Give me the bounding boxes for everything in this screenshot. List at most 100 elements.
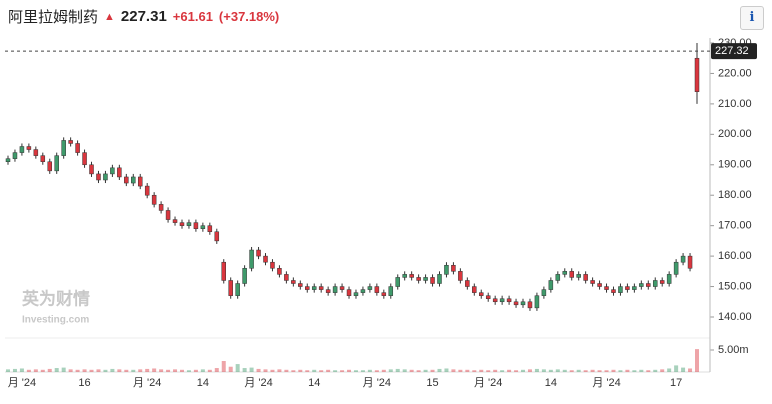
candle-body — [618, 286, 623, 293]
volume-bar — [26, 369, 31, 372]
volume-bar — [590, 369, 595, 372]
x-tick-label: 月 '24 — [8, 377, 36, 389]
info-button[interactable]: i — [740, 6, 764, 30]
candle-body — [360, 289, 366, 293]
volume-bar — [437, 368, 442, 372]
volume-bar — [639, 369, 644, 372]
candle-body — [249, 249, 254, 269]
candle-body — [590, 280, 595, 284]
volume-bar — [562, 369, 567, 372]
candle-body — [117, 167, 122, 178]
volume-bar — [388, 369, 393, 372]
candle-body — [12, 152, 18, 159]
candle-body — [485, 295, 491, 299]
volume-bar — [138, 369, 143, 372]
volume-bar — [430, 369, 435, 372]
candle-body — [388, 286, 394, 296]
y-tick-label: 210.00 — [718, 98, 752, 110]
volume-bar — [19, 368, 24, 372]
candle-body — [144, 185, 150, 196]
candle-body — [562, 271, 568, 275]
volume-bar — [117, 369, 122, 372]
candle-body — [242, 268, 247, 284]
volume-bar — [569, 370, 574, 372]
candle-body — [207, 225, 213, 233]
candle-body — [19, 146, 25, 153]
volume-bar — [653, 369, 658, 372]
instrument-name: 阿里拉姆制药 — [8, 9, 99, 26]
volume-bar — [12, 368, 17, 372]
candle-body — [604, 286, 609, 290]
volume-bar — [96, 369, 101, 372]
volume-bar — [256, 368, 261, 372]
candle-body — [437, 274, 442, 284]
volume-bar — [423, 369, 428, 372]
candle-body — [179, 222, 185, 226]
volume-bar — [277, 369, 282, 372]
volume-bar — [159, 369, 164, 372]
candle-body — [423, 277, 428, 281]
volume-bar — [576, 369, 581, 372]
volume-bar — [186, 370, 191, 372]
volume-bar — [555, 369, 560, 372]
candle-body — [569, 271, 574, 278]
volume-bar — [166, 369, 171, 372]
candle-body — [625, 286, 630, 290]
candle-body — [680, 255, 686, 263]
volume-bar — [465, 369, 470, 372]
volume-bar — [249, 367, 254, 372]
candle-body — [200, 225, 206, 229]
volume-bar — [402, 369, 407, 372]
candle-body — [332, 286, 338, 293]
y-tick-label: 150.00 — [718, 280, 752, 292]
last-price-label: 227.32 — [715, 45, 749, 57]
volume-bar — [367, 369, 372, 372]
x-tick-label: 17 — [670, 377, 682, 389]
volume-bar — [68, 369, 73, 372]
candle-body — [68, 140, 73, 144]
candle-body — [214, 231, 220, 242]
candle-body — [652, 280, 658, 287]
y-tick-label: 200.00 — [718, 128, 752, 140]
volume-bar — [54, 368, 59, 372]
candle-body — [96, 173, 101, 181]
candle-body — [465, 280, 470, 287]
candle-body — [548, 280, 554, 290]
x-tick-label: 月 '24 — [133, 377, 161, 389]
candle-body — [492, 298, 498, 303]
volume-bar — [625, 369, 630, 372]
volume-bar — [451, 369, 456, 372]
y-tick-label: 220.00 — [718, 67, 752, 79]
volume-bar — [604, 370, 609, 372]
volume-bar — [667, 368, 672, 372]
volume-bar — [228, 366, 233, 372]
candle-body — [165, 210, 171, 220]
candle-body — [193, 222, 199, 229]
candle-body — [353, 292, 359, 296]
candle-body — [555, 274, 561, 281]
volume-bar — [110, 368, 115, 372]
candle-body — [694, 57, 700, 92]
x-tick-label: 14 — [545, 377, 557, 389]
volume-bar — [347, 369, 352, 372]
volume-bar — [131, 369, 136, 372]
volume-bar — [416, 370, 421, 372]
candle-body — [395, 277, 400, 287]
candle-body — [110, 167, 115, 175]
candle-body — [137, 176, 143, 187]
x-tick-label: 14 — [308, 377, 320, 389]
volume-bar — [326, 369, 331, 372]
candle-body — [639, 283, 644, 287]
candle-body — [5, 158, 11, 162]
candle-body — [298, 283, 303, 287]
candle-body — [40, 155, 46, 162]
candle-body — [291, 280, 296, 284]
volume-bar — [89, 369, 94, 372]
volume-bar — [103, 369, 108, 372]
y-tick-label: 190.00 — [718, 159, 752, 171]
candle-body — [346, 289, 352, 296]
candle-body — [325, 289, 331, 293]
header: 阿里拉姆制药 ▲ 227.31 +61.61 (+37.18%) — [8, 6, 279, 27]
price: 227.31 — [120, 8, 167, 25]
